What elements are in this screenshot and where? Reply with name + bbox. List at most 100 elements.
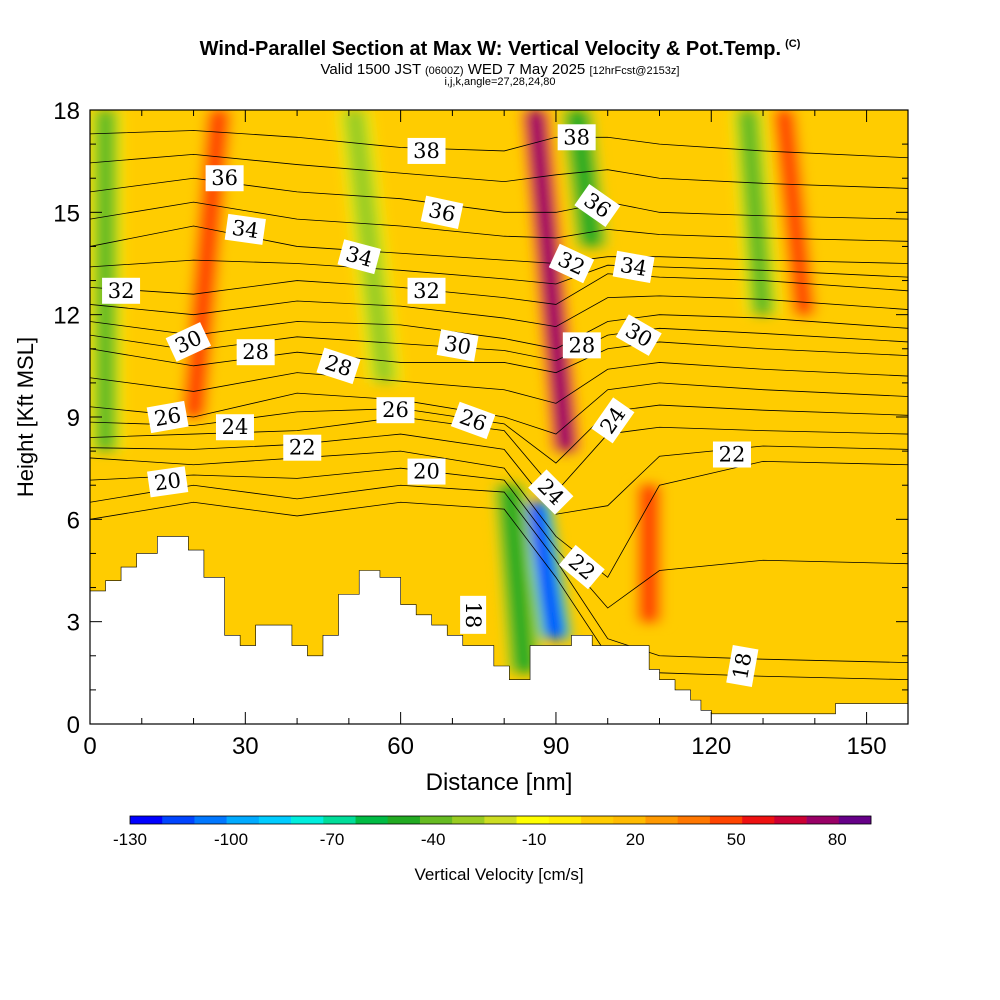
x-tick-label: 60 [387,733,414,760]
copyright-mark: (C) [785,38,801,50]
y-tick-label: 18 [53,98,80,125]
y-tick-label: 9 [67,405,80,432]
theta-contour [90,295,908,328]
contour-label-bg [407,137,446,164]
valid-date: WED 7 May 2025 [467,61,586,78]
contour-label: 34 [224,213,266,245]
contour-label-bg [574,183,621,228]
contour-label-text: 26 [152,403,182,431]
colorbar-tick-label: -100 [214,830,248,849]
colorbar-swatch [162,816,195,824]
x-tick-label: 0 [83,733,96,760]
contour-label-bg [236,339,275,366]
contour-label-bg [726,645,759,687]
colorbar-tick-label: -70 [320,830,345,849]
contour-label-bg [528,469,574,515]
contour-label: 34 [612,250,655,284]
theta-contour [90,177,908,220]
contour-label-bg [165,322,212,362]
contour-label-bg [407,458,446,485]
colorbar: -130 -100 -70 -40 -10 20 50 80 [113,815,872,849]
contour-label: 32 [407,277,446,304]
contour-label-text: 38 [563,125,590,149]
contour-label-text: 32 [108,279,135,303]
contour-label-text: 36 [426,198,457,227]
contour-label: 24 [215,414,254,441]
contour-label-text: 28 [242,340,269,364]
velocity-core [738,110,772,315]
contour-label-text: 22 [289,436,316,460]
contour-label: 38 [557,124,596,151]
contour-label: 26 [146,400,189,434]
colorbar-tick-label: 80 [828,830,847,849]
contour-label-bg [215,414,254,441]
contour-label: 18 [460,595,487,634]
theta-contour [90,259,908,285]
theta-contour [90,362,908,404]
contour-label: 28 [236,339,275,366]
velocity-core [526,502,565,639]
contour-label: 22 [283,434,322,461]
contour-label-bg [548,243,595,284]
contour-label-bg [591,397,635,444]
contour-label-text: 18 [461,601,485,628]
contour-label-bg [205,165,244,192]
contour-label-bg [102,277,141,304]
colorbar-swatch [516,816,550,824]
velocity-core [774,110,814,315]
contour-label-bg [612,250,655,284]
colorbar-tick-label: -40 [421,830,446,849]
valid-utc: (0600Z) [425,65,464,77]
contour-label-bg [460,595,487,634]
theta-contour [90,450,908,578]
y-tick-label: 12 [53,303,80,330]
y-axis-label: Height [Kft MSL] [13,337,38,497]
theta-contour [90,484,908,663]
contour-label-text: 20 [413,460,440,484]
colorbar-swatch [645,816,678,824]
chart-title: Wind-Parallel Section at Max W: Vertical… [0,38,1000,61]
chart-title-main: Wind-Parallel Section at Max W: Vertical… [199,38,782,60]
contour-label-text: 32 [413,279,440,303]
theta-contour [90,382,908,435]
contour-label-bg [146,400,189,434]
colorbar-swatch [291,816,324,824]
colorbar-swatch [419,816,453,824]
contour-label: 36 [420,195,464,229]
contour-label-text: 28 [568,333,595,357]
terrain-mask [90,536,908,724]
contour-label-text: 26 [382,398,409,422]
contour-label-bg [316,347,361,385]
colorbar-tick-label: -130 [113,830,147,849]
colorbar-swatch [742,816,775,824]
velocity-core [526,110,575,452]
colorbar-swatch [613,816,646,824]
contour-label: 24 [528,469,574,515]
forecast-info: [12hrFcst@2153z] [589,65,680,77]
colorbar-swatch [838,816,872,824]
colorbar-swatch [806,816,840,824]
colorbar-swatch [774,816,807,824]
theta-contour [90,467,908,609]
contour-label: 28 [562,332,601,359]
colorbar-swatch [130,816,163,824]
colorbar-swatch [194,816,227,824]
contour-label-bg [337,239,381,275]
contour-label-bg [450,401,496,440]
contour-label: 18 [726,645,759,687]
contour-label-bg [557,124,596,151]
theta-contour [90,153,908,189]
colorbar-tick-label: 50 [727,830,746,849]
contour-label-bg [712,441,751,468]
colorbar-swatch [548,816,582,824]
y-tick-label: 15 [53,200,80,227]
colorbar-swatch [323,816,356,824]
contour-label-text: 22 [719,443,746,467]
theta-contour [90,273,908,305]
contour-label: 38 [407,137,446,164]
contour-label: 30 [436,329,479,362]
